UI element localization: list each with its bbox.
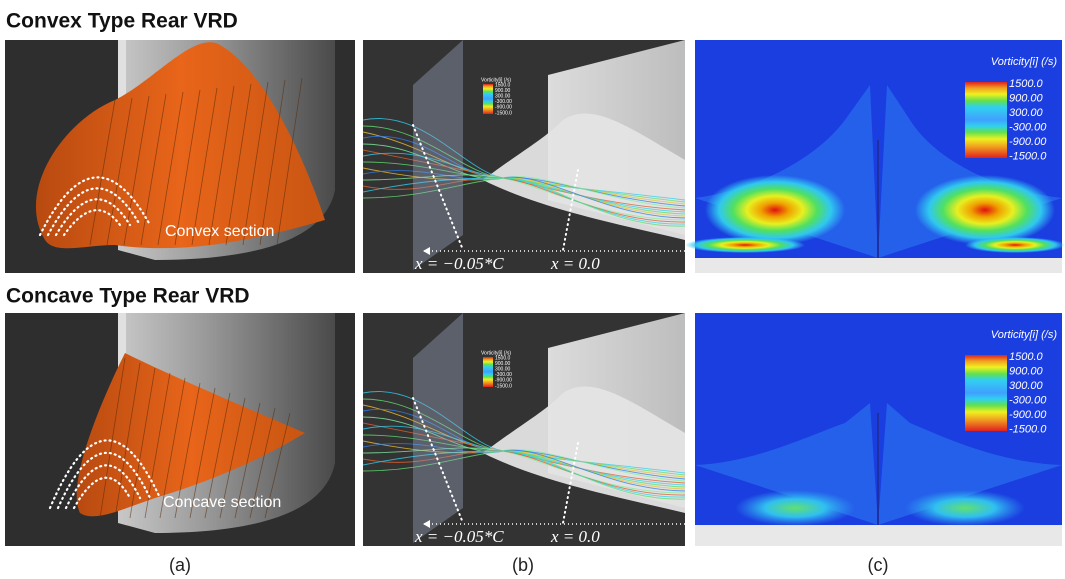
panel-c: Vorticity[i] (/s) 1500.0 900.00 300.00 -300.… bbox=[685, 40, 1065, 273]
panel-c: Vorticity[i] (/s) 1500.0 900.00 300.00 -300.… bbox=[695, 313, 1062, 546]
mini-legend: Vorticity[i] (/s)1500.0900.00300.00-300.… bbox=[481, 350, 512, 389]
vortex bbox=[685, 237, 805, 253]
plane-label: x = 0.0 bbox=[550, 254, 600, 273]
legend-title: Vorticity[i] (/s) bbox=[991, 56, 1058, 68]
legend-bar bbox=[965, 82, 1007, 158]
legend-label: -1500.0 bbox=[1009, 423, 1047, 435]
legend-label: 900.00 bbox=[1009, 92, 1044, 104]
legend-label: 1500.0 bbox=[1009, 351, 1044, 363]
panel-a: Concave section bbox=[5, 313, 355, 546]
legend-label: 300.00 bbox=[1009, 380, 1044, 392]
vortex bbox=[965, 237, 1065, 253]
vortex bbox=[735, 490, 855, 526]
legend-bar bbox=[483, 84, 493, 114]
legend-label: -1500.0 bbox=[1009, 150, 1047, 162]
panel-b: x = −0.05*C x = 0.0 Vorticity[i] (/s)1500.… bbox=[363, 40, 685, 273]
row: Concave section x = −0.05*C x = 0.0 Vortici… bbox=[5, 313, 1062, 546]
panel-label: (b) bbox=[512, 555, 534, 575]
legend-label: -1500.0 bbox=[495, 110, 512, 116]
legend-bar bbox=[483, 357, 493, 387]
row-title: Convex Type Rear VRD bbox=[6, 10, 238, 33]
section-label: Concave section bbox=[163, 494, 281, 511]
legend-label: 900.00 bbox=[1009, 365, 1044, 377]
panel-a: Convex section bbox=[5, 40, 355, 273]
plane-label: x = −0.05*C bbox=[414, 254, 504, 273]
legend-label: -900.00 bbox=[1009, 409, 1047, 421]
ground bbox=[695, 258, 1062, 273]
legend-label: -300.00 bbox=[1009, 394, 1047, 406]
legend-label: 1500.0 bbox=[1009, 78, 1044, 90]
section-label: Convex section bbox=[165, 223, 274, 240]
legend-label: -900.00 bbox=[1009, 136, 1047, 148]
legend-label: -300.00 bbox=[1009, 121, 1047, 133]
panel-label: (a) bbox=[169, 555, 191, 575]
legend-label: -1500.0 bbox=[495, 383, 512, 389]
panel-b: x = −0.05*C x = 0.0 Vorticity[i] (/s)1500.… bbox=[363, 313, 685, 546]
figure: Convex Type Rear VRD Convex section x = −0… bbox=[0, 0, 1065, 579]
legend-bar bbox=[965, 355, 1007, 431]
mini-legend: Vorticity[i] (/s)1500.0900.00300.00-300.… bbox=[481, 77, 512, 116]
plane-label: x = −0.05*C bbox=[414, 527, 504, 546]
legend-label: 300.00 bbox=[1009, 107, 1044, 119]
legend-title: Vorticity[i] (/s) bbox=[991, 329, 1058, 341]
row: Convex section x = −0.05*C x = 0.0 Vorticit… bbox=[5, 40, 1065, 273]
plane-label: x = 0.0 bbox=[550, 527, 600, 546]
vortex bbox=[915, 175, 1055, 245]
vortex bbox=[705, 175, 845, 245]
ground bbox=[695, 525, 1062, 546]
cylinder-edge bbox=[118, 40, 126, 100]
vortex bbox=[905, 490, 1025, 526]
row-title: Concave Type Rear VRD bbox=[6, 285, 250, 308]
panel-label: (c) bbox=[868, 555, 889, 575]
